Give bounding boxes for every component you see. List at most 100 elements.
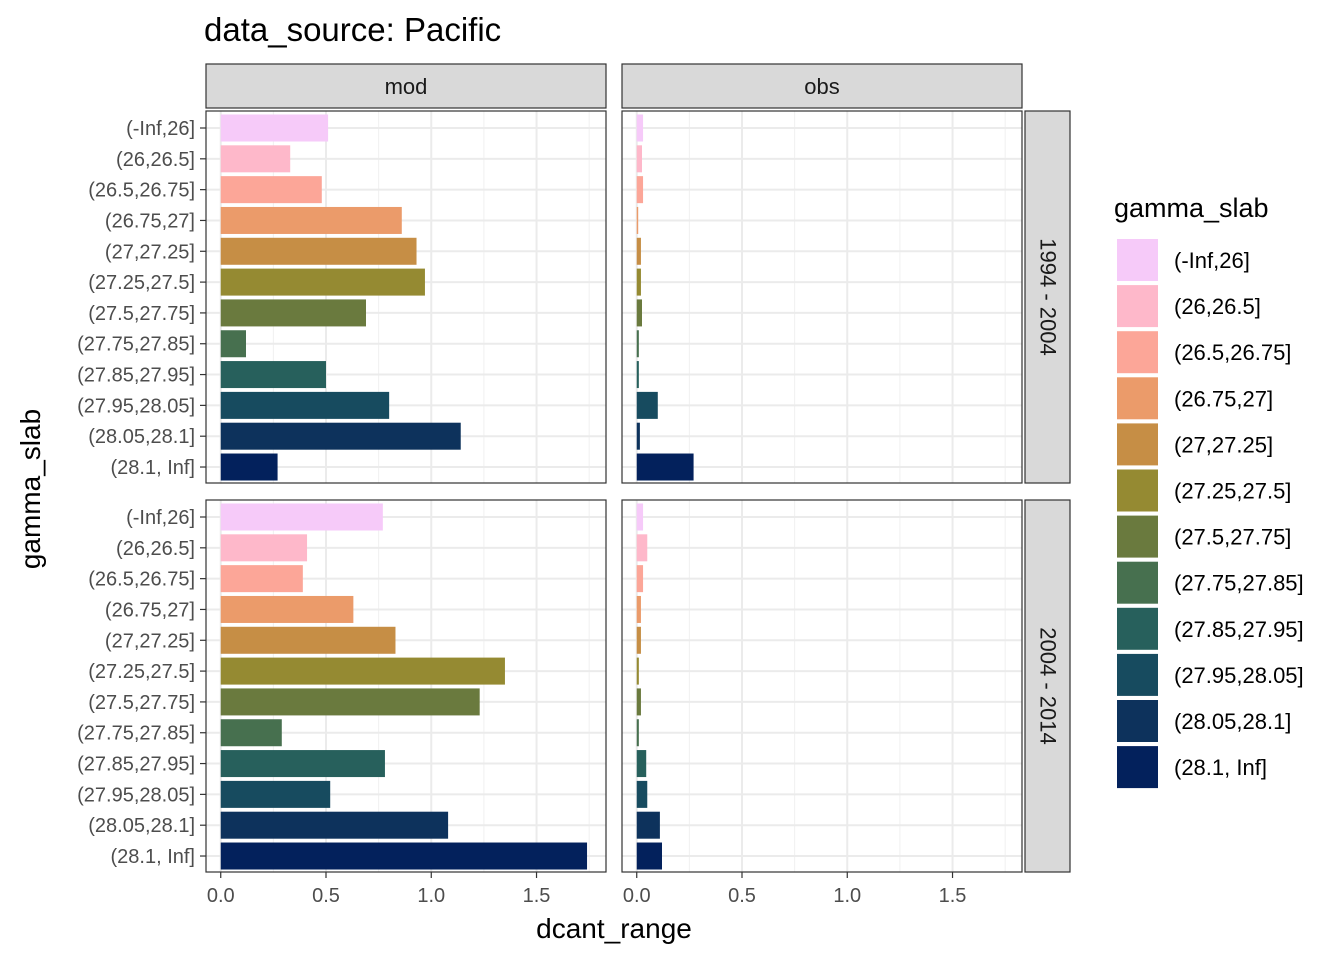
x-tick-label: 0.0: [207, 885, 235, 907]
bar: [220, 534, 308, 562]
legend-label: (27.95,28.05]: [1174, 663, 1304, 688]
column-strip-obs: [621, 63, 1023, 109]
bar: [636, 176, 644, 204]
bar: [636, 503, 644, 531]
legend-key: [1117, 607, 1158, 650]
y-tick-label: (28.1, Inf]: [111, 846, 196, 868]
y-tick-label: (27.75,27.85]: [77, 723, 195, 745]
bar: [636, 422, 640, 450]
row-strip-2004-2014: [1024, 499, 1071, 873]
legend-key: [1117, 653, 1158, 696]
bar: [220, 811, 449, 839]
x-tick-label: 0.5: [728, 885, 756, 907]
x-tick-label: 1.5: [523, 885, 551, 907]
panel-border: [621, 499, 1023, 873]
y-tick-label: (26,26.5]: [116, 538, 195, 560]
panel-obs-2004-2014: 0.0 0.5 1.0 1.5: [621, 499, 1023, 907]
panel-border: [621, 110, 1023, 484]
y-tick-label: (28.05,28.1]: [88, 815, 195, 837]
legend-label: (28.05,28.1]: [1174, 709, 1291, 734]
legend-key: [1117, 423, 1158, 466]
panel-border: [205, 110, 607, 484]
panel-obs-1994-2004: [621, 110, 1023, 484]
bar: [220, 422, 461, 450]
column-strip-mod: [205, 63, 607, 109]
legend-key: [1117, 377, 1158, 420]
panels: mod obs 1994 - 2004 2004 - 2014 (-Inf,26] (26…: [77, 63, 1071, 907]
bar: [220, 719, 282, 747]
x-axis-title: dcant_range: [536, 913, 692, 944]
bar: [220, 176, 322, 204]
bar: [220, 268, 425, 296]
bar: [636, 595, 641, 623]
y-tick-label: (27.5,27.75]: [88, 692, 195, 714]
panel-mod-1994-2004: (-Inf,26] (26,26.5] (26.5,26.75] (26.75,27]…: [77, 110, 607, 484]
y-tick-label: (-Inf,26]: [126, 118, 195, 140]
bar: [220, 206, 402, 234]
x-tick-label: 1.0: [417, 885, 445, 907]
bar: [636, 453, 694, 481]
bar: [636, 206, 639, 234]
bar: [220, 595, 354, 623]
y-tick-label: (27.25,27.5]: [88, 272, 195, 294]
bar: [220, 361, 326, 389]
legend-label: (26,26.5]: [1174, 294, 1261, 319]
legend-key: [1117, 285, 1158, 328]
bar: [636, 268, 641, 296]
legend-title: gamma_slab: [1114, 193, 1269, 223]
legend: (-Inf,26] (26,26.5] (26.5,26.75] (26.75,27]…: [1117, 239, 1304, 789]
bar: [220, 391, 390, 419]
bar: [220, 657, 505, 685]
bar: [636, 299, 642, 327]
legend-label: (-Inf,26]: [1174, 248, 1250, 273]
bar: [636, 565, 644, 593]
y-tick-label: (27.85,27.95]: [77, 754, 195, 776]
y-tick-label: (26.75,27]: [105, 599, 195, 621]
y-tick-label: (27.95,28.05]: [77, 395, 195, 417]
legend-key: [1117, 515, 1158, 558]
panel-background: [206, 111, 606, 483]
row-strip-label-2004-2014: 2004 - 2014: [1036, 627, 1061, 744]
y-tick-label: (-Inf,26]: [126, 507, 195, 529]
bar: [636, 719, 639, 747]
bar: [220, 842, 588, 870]
legend-label: (27.25,27.5]: [1174, 479, 1291, 504]
bar: [636, 534, 648, 562]
legend-label: (26.5,26.75]: [1174, 340, 1291, 365]
bar: [636, 237, 641, 265]
x-tick-label: 1.5: [939, 885, 967, 907]
y-tick-label: (26.5,26.75]: [88, 180, 195, 202]
panel-background: [206, 500, 606, 872]
legend-label: (27,27.25]: [1174, 432, 1273, 457]
bar: [220, 626, 396, 654]
y-tick-label: (27.5,27.75]: [88, 303, 195, 325]
panel-border: [205, 499, 607, 873]
legend-label: (27.75,27.85]: [1174, 571, 1304, 596]
x-tick-label: 1.0: [833, 885, 861, 907]
bar: [220, 299, 366, 327]
legend-key: [1117, 700, 1158, 742]
bar: [220, 780, 331, 808]
bar: [220, 114, 329, 142]
x-tick-label: 0.5: [312, 885, 340, 907]
bar: [220, 565, 303, 593]
bar: [220, 453, 278, 481]
chart-title: data_source: Pacific: [204, 11, 501, 48]
bar: [220, 750, 385, 778]
legend-key: [1117, 239, 1158, 281]
legend-key: [1117, 469, 1158, 512]
row-strip-label-1994-2004: 1994 - 2004: [1036, 238, 1061, 355]
legend-label: (27.5,27.75]: [1174, 525, 1291, 550]
y-tick-label: (27,27.25]: [105, 241, 195, 263]
y-tick-label: (27.25,27.5]: [88, 661, 195, 683]
row-strip-1994-2004: [1024, 110, 1071, 484]
bar: [636, 780, 648, 808]
y-tick-label: (26,26.5]: [116, 149, 195, 171]
panel-background: [622, 500, 1022, 872]
bar: [636, 811, 660, 839]
column-strip-label-mod: mod: [385, 74, 428, 99]
bar: [220, 503, 383, 531]
legend-key: [1117, 561, 1158, 604]
column-strip-label-obs: obs: [804, 74, 839, 99]
